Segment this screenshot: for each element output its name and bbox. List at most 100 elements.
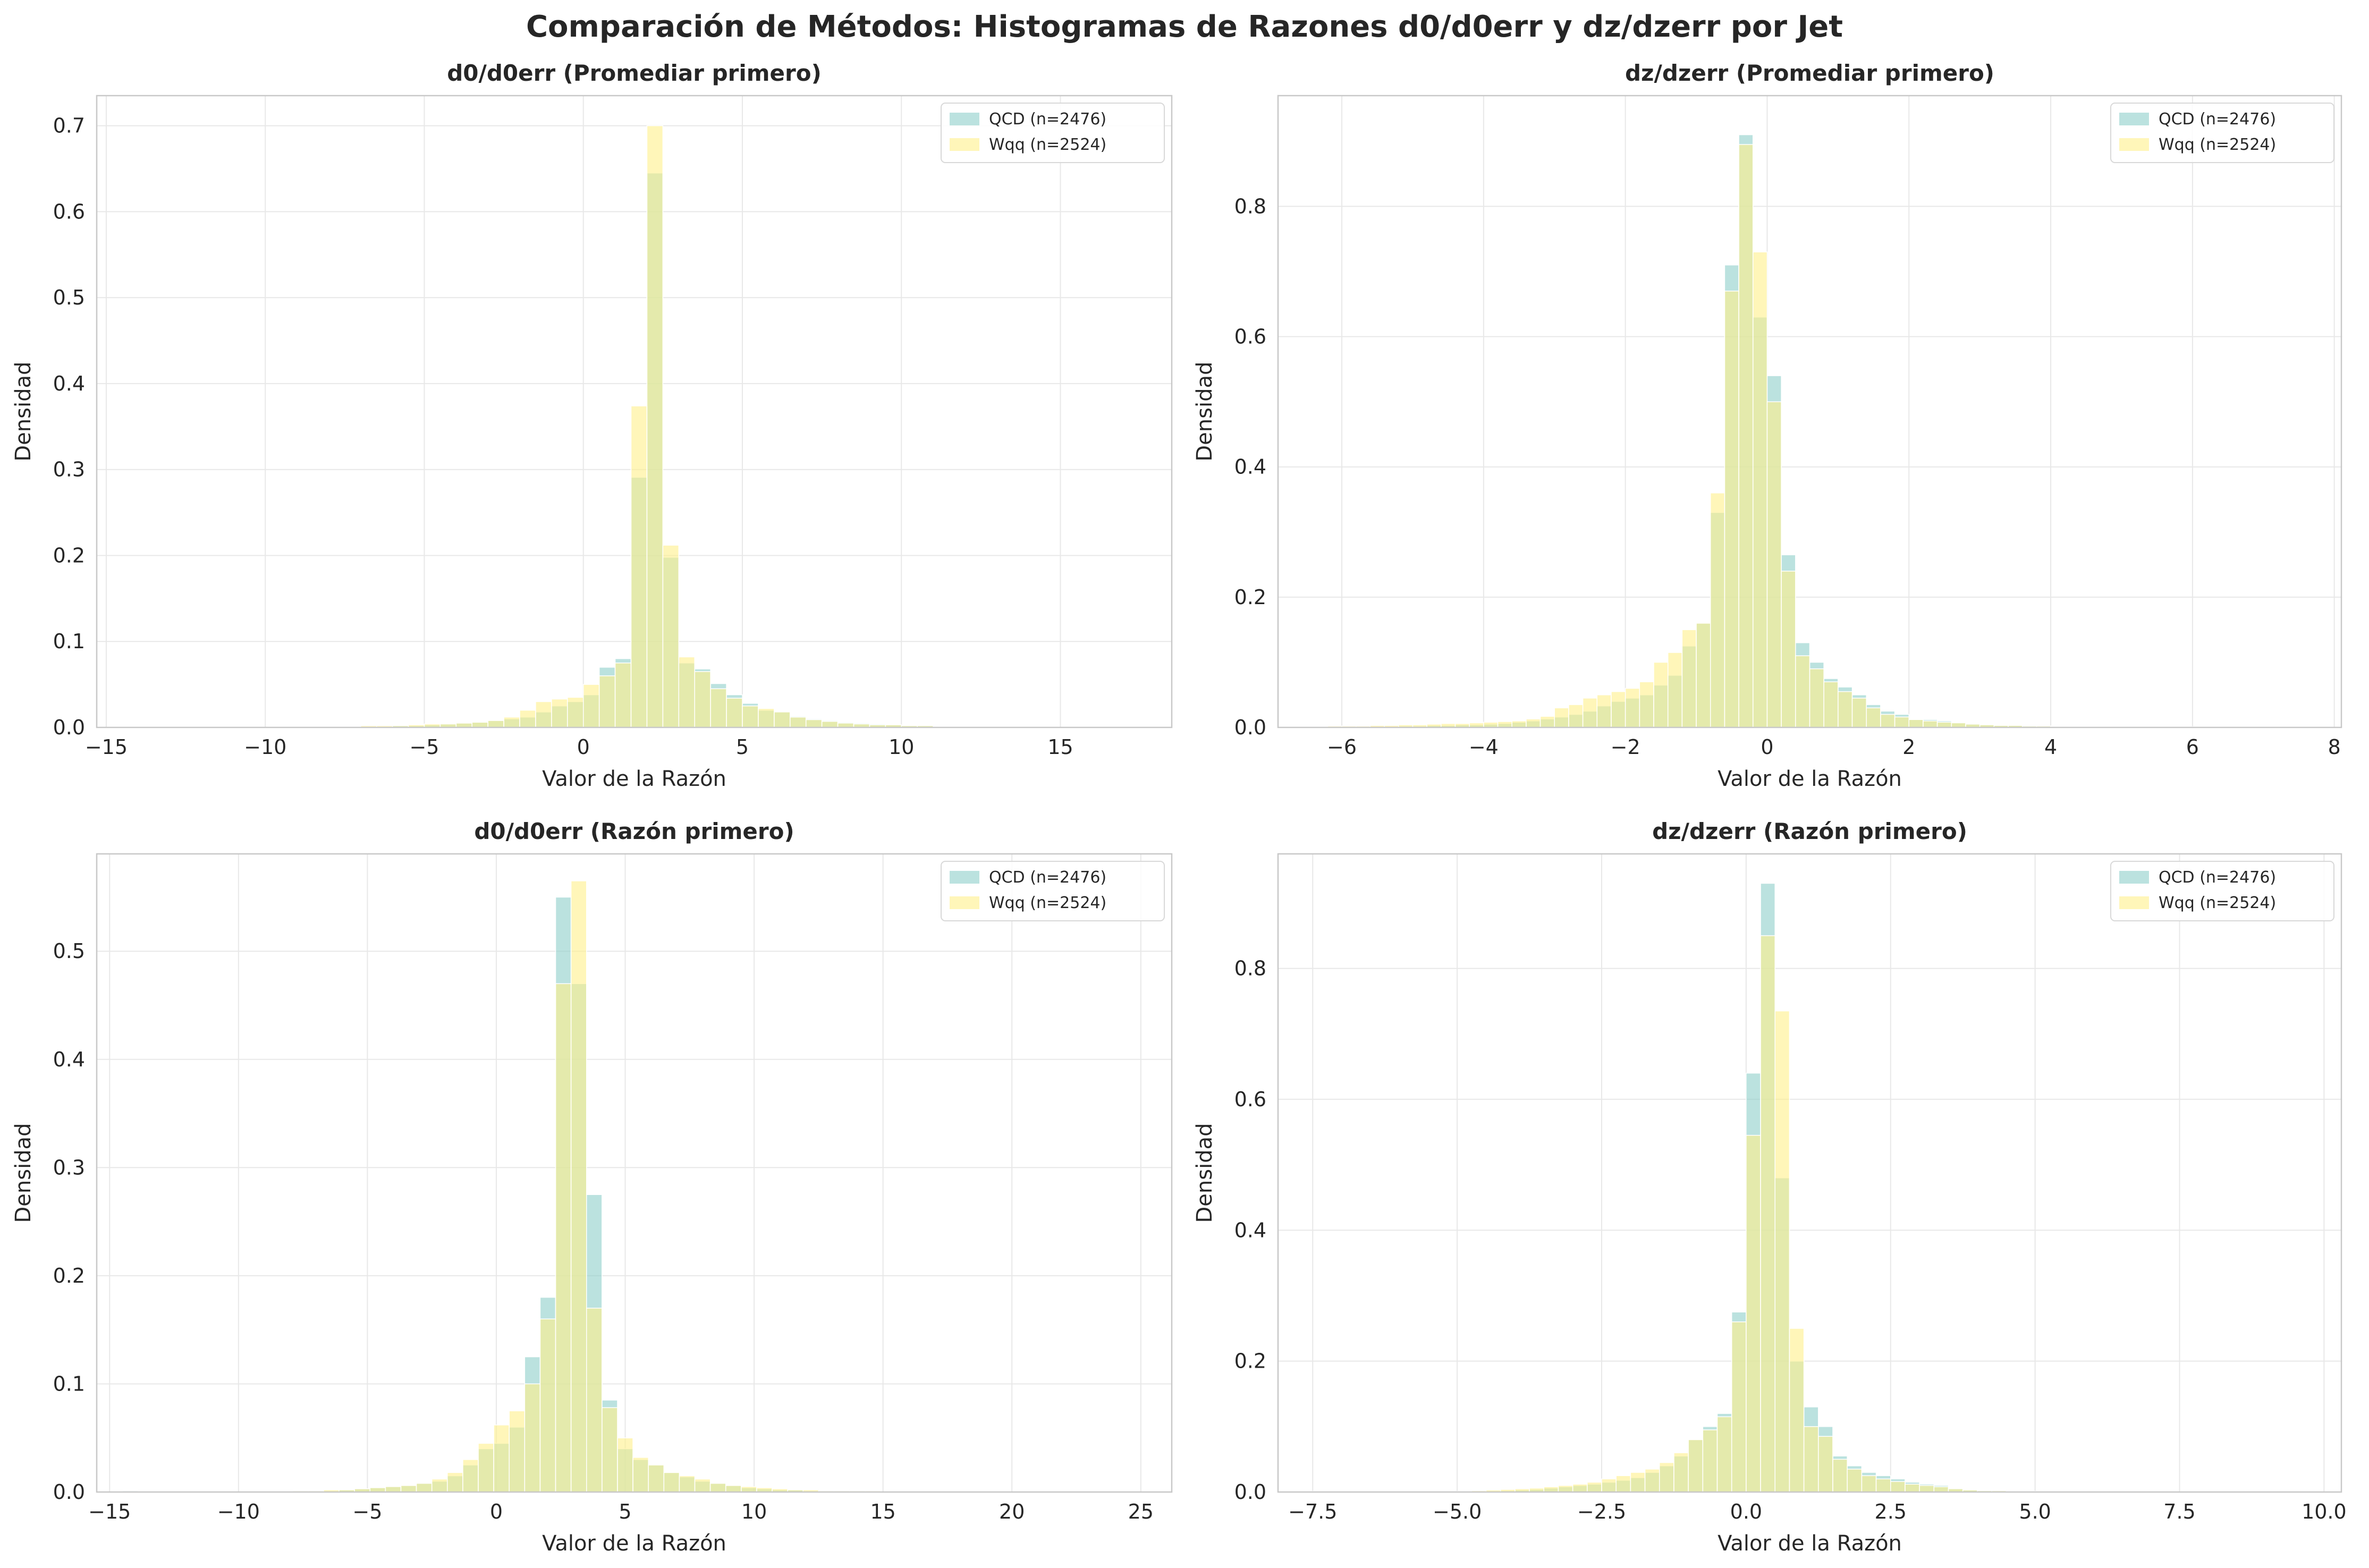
histogram-bar-wqq [539, 1318, 556, 1493]
histogram-bar-wqq [630, 405, 648, 728]
histogram-bar-wqq [555, 983, 572, 1493]
x-tick-label: 5 [736, 735, 749, 759]
histogram-bar-wqq [1774, 1010, 1790, 1493]
x-tick-label: −5 [409, 735, 439, 759]
x-tick-label: −10 [217, 1500, 260, 1523]
histogram-bar-wqq [1483, 722, 1499, 728]
y-tick-label: 0.2 [1234, 1350, 1266, 1373]
y-tick-label: 0.0 [1234, 1480, 1266, 1504]
x-tick-label: 10 [741, 1500, 767, 1523]
histogram-bar-wqq [710, 688, 727, 728]
histogram-bar-wqq [1667, 652, 1683, 728]
y-tick-label: 0.4 [53, 372, 85, 395]
x-tick-label: 0 [1761, 735, 1773, 759]
legend-box [941, 103, 1165, 163]
histogram-bar-wqq [1625, 688, 1640, 728]
histogram-bar-wqq [694, 671, 711, 728]
histogram-bar-wqq [1851, 698, 1867, 728]
legend-label-wqq: Wqq (n=2524) [2159, 135, 2276, 154]
histogram-bar-wqq [582, 684, 600, 728]
x-tick-label: 15 [870, 1500, 895, 1523]
x-tick-label: −2 [1611, 735, 1640, 759]
y-tick-label: 0.1 [53, 1372, 85, 1395]
y-tick-label: 0.4 [53, 1048, 85, 1071]
legend-swatch-qcd [950, 871, 979, 884]
histogram-bar-wqq [1951, 722, 1966, 728]
histogram-bar-wqq [471, 722, 488, 728]
histogram-bar-wqq [1539, 716, 1555, 728]
x-tick-label: 20 [999, 1500, 1025, 1523]
chart-panel-1: −15 −10 −5 0 5 10 15 0.0 0.1 0.2 0.3 0.4 0.5 0.6 0.7 d0… [11, 60, 1173, 791]
histogram-bar-wqq [1838, 691, 1853, 728]
histogram-bar-wqq [805, 719, 823, 728]
legend: QCD (n=2476) Wqq (n=2524) [941, 861, 1165, 921]
histogram-bar-wqq [1908, 719, 1924, 728]
histogram-bar-wqq [694, 1478, 711, 1493]
histogram-bar-wqq [1659, 1462, 1674, 1493]
histogram-bar-wqq [570, 880, 587, 1493]
histogram-bar-wqq [551, 698, 568, 728]
legend-swatch-wqq [2119, 896, 2149, 909]
histogram-bar-wqq [1644, 1469, 1660, 1493]
histogram-bar-wqq [1818, 1436, 1833, 1493]
plot-frame [96, 853, 1173, 1493]
y-axis-label: Densidad [1192, 361, 1217, 461]
histogram-bar-wqq [1923, 720, 1938, 728]
x-tick-label: −15 [88, 1500, 131, 1523]
histogram-bar-wqq [1596, 694, 1612, 728]
x-axis-label: Valor de la Razón [542, 767, 726, 791]
histogram-bar-wqq [646, 125, 664, 728]
plot-frame [96, 95, 1173, 728]
y-tick-label: 0.7 [53, 114, 85, 138]
x-tick-label: 7.5 [2163, 1500, 2195, 1523]
x-tick-label: 8 [2328, 735, 2341, 759]
x-tick-label: 0.0 [1730, 1500, 1762, 1523]
x-tick-label: 4 [2044, 735, 2057, 759]
legend: QCD (n=2476) Wqq (n=2524) [941, 103, 1165, 163]
plot-frame [1277, 853, 2342, 1493]
y-axis-label: Densidad [1192, 1123, 1217, 1223]
x-tick-label: −5 [352, 1500, 382, 1523]
histogram-bar-wqq [614, 662, 632, 728]
histogram-bar-wqq [487, 720, 504, 728]
histogram-bar-wqq [493, 1425, 510, 1493]
histogram-bar-wqq [567, 697, 584, 728]
histogram-bar-wqq [1746, 1134, 1761, 1493]
plot-frame [1277, 95, 2342, 728]
histogram-bar-wqq [462, 1459, 479, 1493]
histogram-bar-wqq [431, 1478, 448, 1493]
histogram-bar-wqq [385, 1486, 402, 1493]
histogram-bar-wqq [1681, 629, 1697, 728]
histogram-bar-wqq [742, 705, 759, 728]
histogram-bar-wqq [1696, 623, 1711, 728]
y-tick-label: 0.1 [53, 630, 85, 653]
x-tick-label: −15 [85, 735, 128, 759]
histogram-bar-wqq [1716, 1416, 1732, 1493]
histogram-bar-wqq [1688, 1439, 1704, 1493]
histogram-bar-wqq [1781, 571, 1796, 728]
histogram-bar-wqq [1543, 1486, 1559, 1493]
histogram-bar-wqq [1587, 1481, 1602, 1493]
histogram-bar-wqq [1936, 722, 1952, 728]
histogram-bar-wqq [524, 1383, 541, 1493]
y-tick-label: 0.5 [53, 286, 85, 309]
histogram-bar-wqq [1572, 1484, 1588, 1493]
histogram-bar-wqq [1568, 704, 1584, 728]
legend: QCD (n=2476) Wqq (n=2524) [2110, 861, 2334, 921]
y-axis-label: Densidad [11, 361, 36, 461]
histogram-bar-wqq [758, 708, 775, 728]
histogram-bar-wqq [1760, 935, 1776, 1493]
histogram-bar-wqq [1890, 1481, 1906, 1493]
histogram-bar-wqq [1611, 691, 1626, 728]
y-tick-label: 0.6 [53, 200, 85, 223]
histogram-bar-wqq [709, 1482, 726, 1493]
histogram-bar-wqq [509, 1410, 526, 1493]
histogram-bar-wqq [1526, 718, 1541, 728]
x-axis-label: Valor de la Razón [1717, 767, 1902, 791]
histogram-bar-wqq [1724, 290, 1739, 728]
histogram-bar-wqq [1905, 1484, 1920, 1493]
y-tick-label: 0.2 [53, 544, 85, 567]
y-tick-label: 0.3 [53, 458, 85, 481]
histogram-bar-wqq [1766, 401, 1782, 728]
histogram-bar-wqq [1803, 1426, 1819, 1493]
